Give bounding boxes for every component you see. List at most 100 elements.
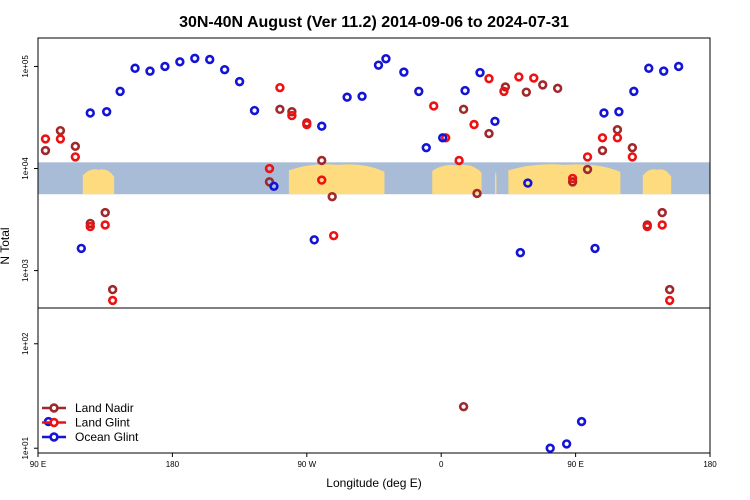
x-tick-label: 180 [703,460,717,469]
data-point [160,61,170,72]
data-point [342,92,352,102]
data-point [657,207,667,218]
data-point [190,53,200,64]
data-point [70,152,81,162]
x-tick-label: 90 E [30,460,46,469]
data-point [399,67,409,77]
data-point [115,86,125,97]
map-land-4 [508,164,621,195]
data-point [612,125,623,135]
data-point [55,134,66,144]
data-point [484,73,494,84]
series-land-glint [40,72,675,306]
data-point [664,284,675,295]
data-point [287,110,297,121]
data-point [475,67,485,78]
data-point [458,401,469,412]
legend-label: Land Nadir [75,401,134,415]
data-point [219,64,230,75]
data-point [327,191,337,202]
data-point [590,243,600,254]
plot-frame [37,37,711,454]
data-point [234,76,245,87]
data-points [40,53,684,453]
data-point [269,181,279,191]
data-point [275,82,285,93]
data-point [515,247,526,258]
data-point [576,416,587,427]
map-land-2 [432,164,482,195]
y-tick-label: 1e+05 [21,55,30,78]
data-point [107,295,118,306]
data-point [381,54,391,64]
series-land-nadir [40,80,675,412]
data-point [85,108,95,118]
data-point [484,128,494,139]
legend-label: Ocean Glint [75,430,139,444]
data-point [40,145,51,156]
data-point [627,142,638,153]
data-point [309,235,319,245]
data-point [472,188,482,199]
data-point [629,86,639,97]
data-point [673,61,684,72]
y-tick-label: 1e+03 [21,259,30,282]
legend-swatch-marker [49,403,59,413]
data-point [567,177,578,187]
y-axis-upper: 1e+03 1e+04 1e+05 [21,55,38,282]
world-map-band [38,162,710,195]
x-tick-label: 0 [439,460,444,469]
legend-label: Land Glint [75,416,130,430]
data-point [130,63,140,73]
legend-item: Land Nadir [42,401,134,415]
data-point [317,175,327,185]
series-ocean-glint [43,53,684,453]
data-point [664,295,675,306]
data-point [582,152,593,162]
data-point [287,107,297,117]
y-tick-label: 1e+01 [21,436,30,459]
data-point [145,66,155,76]
legend-swatch-marker [49,432,59,442]
y-axis-lower: 1e+01 1e+02 [21,332,38,459]
data-point [100,220,110,230]
data-point [100,207,110,218]
data-point [55,125,66,136]
legend-swatch-marker [49,417,59,428]
data-point [429,101,439,111]
data-point [275,104,285,115]
data-point [521,87,532,97]
data-point [357,91,367,101]
data-point [458,104,469,115]
data-point [302,119,312,130]
x-tick-label: 90 W [297,460,316,469]
data-point [40,134,51,144]
data-point [614,107,624,117]
data-point [597,133,608,143]
data-point [567,173,578,184]
x-tick-label: 90 E [567,460,583,469]
data-point [76,243,87,254]
map-land-0 [82,169,115,195]
x-tick-label: 180 [166,460,180,469]
data-point [499,86,509,97]
legend-item: Land Glint [42,416,130,430]
data-point [421,142,431,153]
data-point [264,163,275,174]
map-land-5 [642,169,672,195]
data-point [514,72,524,82]
data-point [529,73,539,83]
data-point [175,57,185,67]
x-axis-label: Longitude (deg E) [326,476,421,490]
x-axis: 90 E 180 90 W 0 90 E 180 [30,453,717,469]
data-point [107,284,118,295]
data-point [538,80,548,90]
data-point [101,107,112,117]
data-point [612,133,623,143]
data-point [205,54,215,65]
data-point [328,230,339,241]
data-point [523,178,533,188]
data-point [414,86,424,97]
